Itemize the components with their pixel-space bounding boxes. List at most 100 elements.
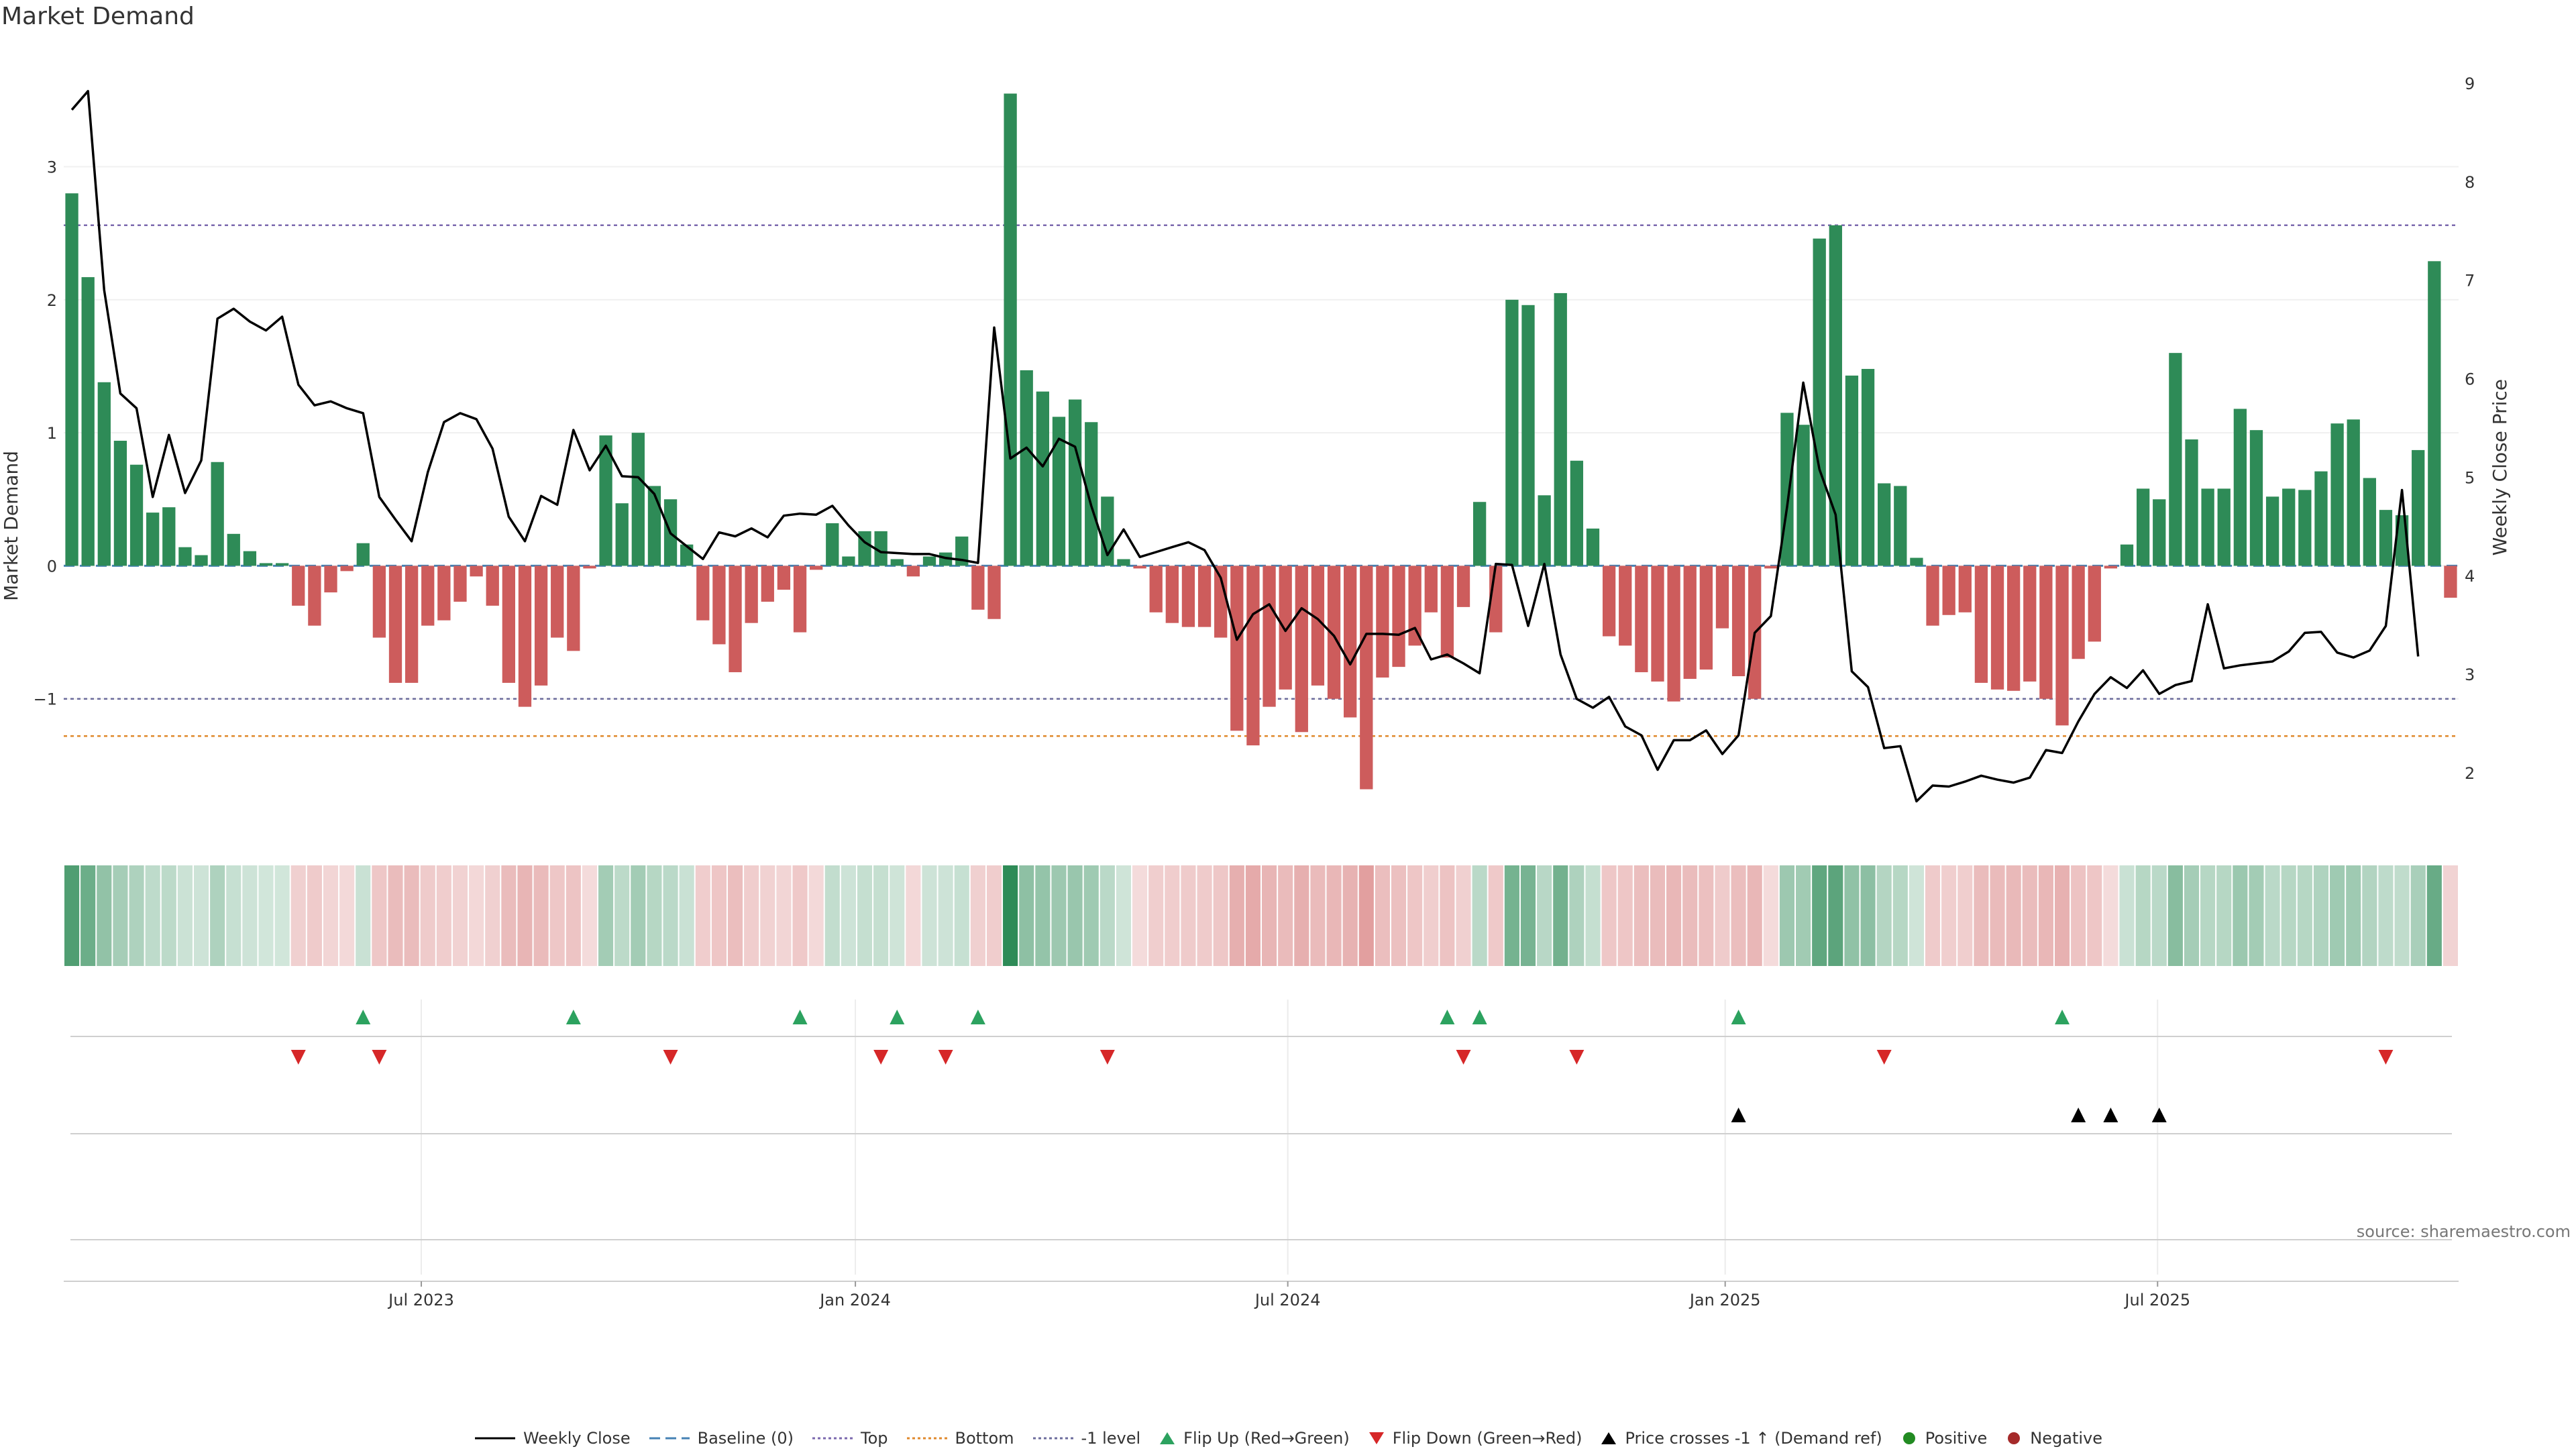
- heat-cell: [1520, 865, 1536, 966]
- heat-cell: [1828, 865, 1843, 966]
- heat-cell: [1860, 865, 1876, 966]
- demand-bar: [2136, 488, 2150, 566]
- heat-cell: [1358, 865, 1374, 966]
- demand-bar: [437, 566, 451, 621]
- triangle-up-green-icon: [1160, 1432, 1175, 1444]
- dot-green-icon: [1902, 1432, 1915, 1444]
- heat-cell: [1197, 865, 1212, 966]
- heat-cell: [1083, 865, 1099, 966]
- legend-item-weekly-close: Weekly Close: [474, 1429, 631, 1448]
- heat-cell: [1132, 865, 1148, 966]
- legend-label: Positive: [1925, 1429, 1988, 1448]
- demand-bar: [275, 563, 289, 566]
- demand-bar: [388, 566, 402, 683]
- demand-bar: [1263, 566, 1276, 707]
- chart-title: Market Demand: [1, 3, 195, 30]
- heat-cell: [113, 865, 128, 966]
- demand-bar: [1424, 566, 1438, 612]
- y2-tick-label: 2: [2465, 764, 2475, 783]
- demand-bar: [518, 566, 532, 707]
- demand-bar: [2023, 566, 2037, 682]
- y-tick-label: 3: [47, 158, 57, 177]
- x-tick-label: Jan 2024: [818, 1291, 891, 1309]
- y2-axis-title: Weekly Close Price: [2489, 379, 2511, 555]
- heat-cell: [1876, 865, 1892, 966]
- demand-bar: [243, 551, 257, 566]
- demand-bar: [1715, 566, 1729, 629]
- heat-cell: [727, 865, 743, 966]
- heat-cell: [2265, 865, 2280, 966]
- heat-cell: [970, 865, 985, 966]
- heat-cell: [452, 865, 468, 966]
- flip-down-marker: [372, 1050, 387, 1065]
- y-tick-label: 1: [47, 424, 57, 443]
- heat-cell: [1116, 865, 1132, 966]
- demand-bar: [745, 566, 758, 623]
- demand-bar: [761, 566, 774, 602]
- dotted-line-orange-icon: [906, 1437, 947, 1440]
- heat-cell: [857, 865, 873, 966]
- y2-tick-label: 7: [2465, 272, 2475, 290]
- dashed-line-icon: [649, 1437, 690, 1440]
- heat-cell: [2378, 865, 2394, 966]
- legend-label: Top: [861, 1429, 888, 1448]
- heat-cell: [1601, 865, 1617, 966]
- heat-cell: [1812, 865, 1827, 966]
- demand-bar: [567, 566, 580, 651]
- heat-cell: [2313, 865, 2329, 966]
- heat-cell: [1779, 865, 1795, 966]
- legend-item-flip-up: Flip Up (Red→Green): [1158, 1429, 1350, 1448]
- heat-cell: [2200, 865, 2216, 966]
- heat-cell: [1375, 865, 1390, 966]
- legend-item-baseline: Baseline (0): [648, 1429, 794, 1448]
- demand-bar: [1295, 566, 1308, 733]
- heat-cell: [436, 865, 451, 966]
- heat-cell: [679, 865, 694, 966]
- demand-bar: [1570, 460, 1584, 566]
- heat-cell: [695, 865, 710, 966]
- demand-bar: [211, 462, 224, 566]
- demand-bar: [1699, 566, 1713, 670]
- heat-cell: [1181, 865, 1196, 966]
- demand-bar: [65, 193, 78, 566]
- demand-bar: [1133, 566, 1146, 569]
- demand-bar: [1829, 225, 1842, 566]
- demand-bar: [195, 555, 208, 566]
- price-cross-marker: [1731, 1108, 1746, 1122]
- heat-cell: [1731, 865, 1746, 966]
- heat-cell: [388, 865, 403, 966]
- demand-bar: [259, 563, 273, 566]
- demand-bar: [1521, 305, 1535, 566]
- heat-cell: [1666, 865, 1682, 966]
- legend-label: Flip Down (Green→Red): [1392, 1429, 1582, 1448]
- y2-tick-label: 5: [2465, 468, 2475, 487]
- demand-bar: [1878, 483, 1891, 566]
- demand-bar: [680, 544, 694, 566]
- heat-cell: [2119, 865, 2135, 966]
- demand-bar: [292, 566, 305, 606]
- demand-bar: [1861, 368, 1875, 566]
- heat-cell: [1585, 865, 1601, 966]
- y-axis-title: Market Demand: [0, 451, 22, 601]
- demand-bar: [113, 441, 127, 566]
- x-tick-label: Jul 2024: [1254, 1291, 1321, 1309]
- demand-bar: [1942, 566, 1955, 615]
- demand-bar: [1181, 566, 1195, 627]
- flip-up-marker: [1472, 1010, 1487, 1024]
- demand-bar: [1230, 566, 1244, 731]
- demand-bar: [1602, 566, 1616, 637]
- demand-bar: [1958, 566, 1972, 612]
- flip-up-marker: [1731, 1010, 1746, 1024]
- flip-down-marker: [1099, 1050, 1115, 1065]
- demand-bar: [1052, 417, 1066, 566]
- demand-bar: [890, 559, 904, 566]
- demand-bar: [1246, 566, 1260, 746]
- heat-cell: [1925, 865, 1941, 966]
- demand-bar: [599, 435, 612, 566]
- demand-bar: [2428, 261, 2441, 566]
- heat-cell: [744, 865, 759, 966]
- heat-cell: [776, 865, 792, 966]
- legend-item-minus1-level: -1 level: [1032, 1429, 1140, 1448]
- demand-bar: [1085, 422, 1098, 566]
- heat-cell: [2233, 865, 2248, 966]
